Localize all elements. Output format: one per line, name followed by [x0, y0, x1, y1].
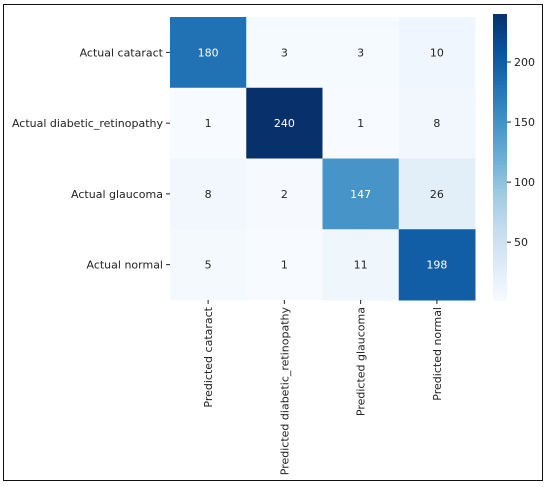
- y-tick-label: Actual glaucoma: [71, 188, 163, 201]
- cell-value-label: 180: [198, 46, 219, 59]
- heatmap-cell: [246, 158, 323, 230]
- colorbar-tick-label: 50: [514, 236, 528, 249]
- cell-value-label: 1: [205, 117, 212, 130]
- heatmap-cell: [170, 158, 247, 230]
- heatmap-cell: [322, 229, 400, 301]
- cell-value-label: 240: [274, 117, 295, 130]
- x-tick-label: Predicted cataract: [202, 306, 215, 407]
- heatmap-cell: [322, 17, 400, 89]
- cell-value-label: 2: [281, 188, 288, 201]
- heatmap-cell: [170, 87, 247, 159]
- heatmap-cell: [170, 17, 247, 89]
- heatmap-cell: [398, 87, 476, 159]
- colorbar-tick-label: 100: [514, 176, 535, 189]
- cell-value-label: 1: [281, 259, 288, 272]
- cell-value-label: 10: [430, 46, 444, 59]
- cell-value-label: 198: [426, 259, 447, 272]
- cell-value-label: 5: [205, 259, 212, 272]
- cell-value-label: 8: [205, 188, 212, 201]
- x-tick-label: Predicted glaucoma: [355, 307, 368, 416]
- heatmap-cell: [246, 87, 323, 159]
- cell-value-label: 147: [350, 188, 371, 201]
- y-axis: Actual cataract Actual diabetic_retinopat…: [12, 46, 170, 272]
- heatmap-cell: [398, 229, 476, 301]
- cell-value-label: 3: [281, 46, 288, 59]
- colorbar: 50 100 150 200: [493, 14, 535, 301]
- heatmap-cell: [322, 158, 400, 230]
- cell-value-label: 1: [357, 117, 364, 130]
- x-axis: Predicted cataract Predicted diabetic_ret…: [202, 300, 444, 475]
- colorbar-gradient: [493, 14, 507, 301]
- colorbar-tick-label: 200: [514, 56, 535, 69]
- heatmap-cell: [246, 17, 323, 89]
- y-tick-label: Actual cataract: [80, 46, 164, 59]
- cell-value-label: 26: [430, 188, 444, 201]
- y-tick-label: Actual normal: [86, 259, 163, 272]
- heatmap-cell: [398, 17, 476, 89]
- cell-value-label: 8: [433, 117, 440, 130]
- heatmap-cell: [322, 87, 400, 159]
- cell-value-label: 3: [357, 46, 364, 59]
- x-tick-label: Predicted normal: [431, 307, 444, 401]
- colorbar-tick-label: 150: [514, 116, 535, 129]
- cell-value-label: 11: [354, 259, 368, 272]
- x-tick-label: Predicted diabetic_retinopathy: [278, 307, 291, 476]
- y-tick-label: Actual diabetic_retinopathy: [12, 117, 164, 130]
- heatmap-cell: [246, 229, 323, 301]
- heatmap-cells: 180 3 3 101 240 1 88 2 147 265 1 11 198: [170, 17, 476, 301]
- heatmap-cell: [398, 158, 476, 230]
- heatmap-cell: [170, 229, 247, 301]
